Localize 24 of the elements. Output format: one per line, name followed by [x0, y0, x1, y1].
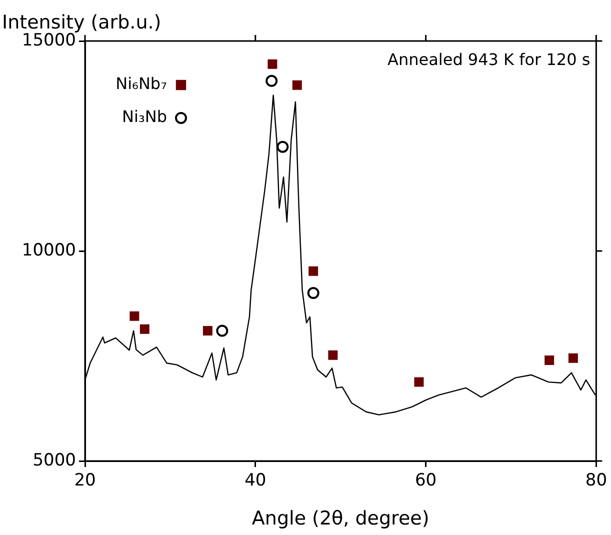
point — [268, 59, 278, 69]
point — [292, 80, 302, 90]
annotation: Annealed 943 K for 120 s — [388, 50, 590, 70]
x-tick-label: 80 — [585, 470, 608, 491]
point — [266, 74, 278, 87]
point — [414, 377, 424, 387]
point — [328, 350, 338, 360]
legend-label: Ni₆Nb₇ — [116, 74, 167, 94]
x-axis-title: Angle (2θ, degree) — [252, 508, 430, 530]
x-tick-label: 60 — [414, 470, 437, 491]
point — [140, 324, 150, 334]
x-tick-label: 20 — [74, 470, 96, 491]
y-tick-label: 10000 — [22, 240, 76, 260]
point — [544, 355, 554, 365]
point — [130, 311, 140, 321]
point — [216, 324, 228, 337]
point — [202, 326, 212, 336]
legend-label: Ni₃Nb — [122, 107, 167, 126]
point — [307, 287, 320, 299]
point — [308, 266, 318, 276]
x-tick-label: 40 — [244, 470, 266, 491]
y-tick-label: 5000 — [32, 450, 76, 470]
point — [276, 140, 289, 153]
point — [568, 353, 578, 363]
